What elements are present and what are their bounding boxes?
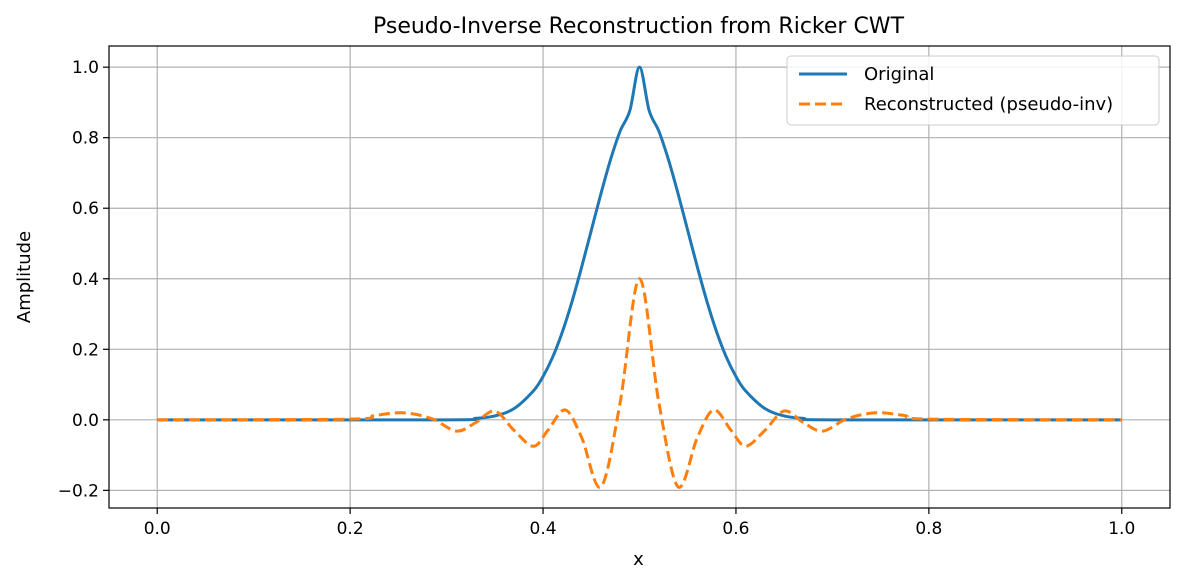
x-tick-label: 0.4 xyxy=(530,519,557,539)
series-line-reconstructed xyxy=(157,277,1122,489)
x-tick-label: 0.0 xyxy=(144,519,171,539)
legend-label-reconstructed: Reconstructed (pseudo-inv) xyxy=(864,94,1113,115)
y-tick-label: 0.8 xyxy=(72,129,99,149)
y-axis-label: Amplitude xyxy=(14,231,35,323)
legend: Original Reconstructed (pseudo-inv) xyxy=(786,55,1160,126)
series-line-original xyxy=(157,65,1122,422)
x-axis-label: x xyxy=(633,549,644,570)
x-tick-label: 1.0 xyxy=(1108,519,1135,539)
legend-label-original: Original xyxy=(864,64,934,85)
y-tick-label: −0.2 xyxy=(58,481,99,501)
legend-box xyxy=(786,55,1160,126)
x-tick-label: 0.6 xyxy=(722,519,749,539)
x-tick-label: 0.8 xyxy=(915,519,942,539)
y-tick-label: 0.4 xyxy=(72,270,99,290)
series-layer xyxy=(157,65,1122,489)
x-tick-label: 0.2 xyxy=(337,519,364,539)
y-tick-label: 0.2 xyxy=(72,340,99,360)
y-tick-label: 1.0 xyxy=(72,58,99,78)
y-tick-label: 0.0 xyxy=(72,411,99,431)
chart-title: Pseudo-Inverse Reconstruction from Ricke… xyxy=(373,14,905,39)
plot-frame xyxy=(108,45,1171,509)
y-tick-label: 0.6 xyxy=(72,199,99,219)
axis-ticks: 0.0 0.2 0.4 0.6 0.8 1.0 −0.2 0.0 0.2 0.4 0.6 0.8 1.0 xyxy=(58,58,1136,539)
